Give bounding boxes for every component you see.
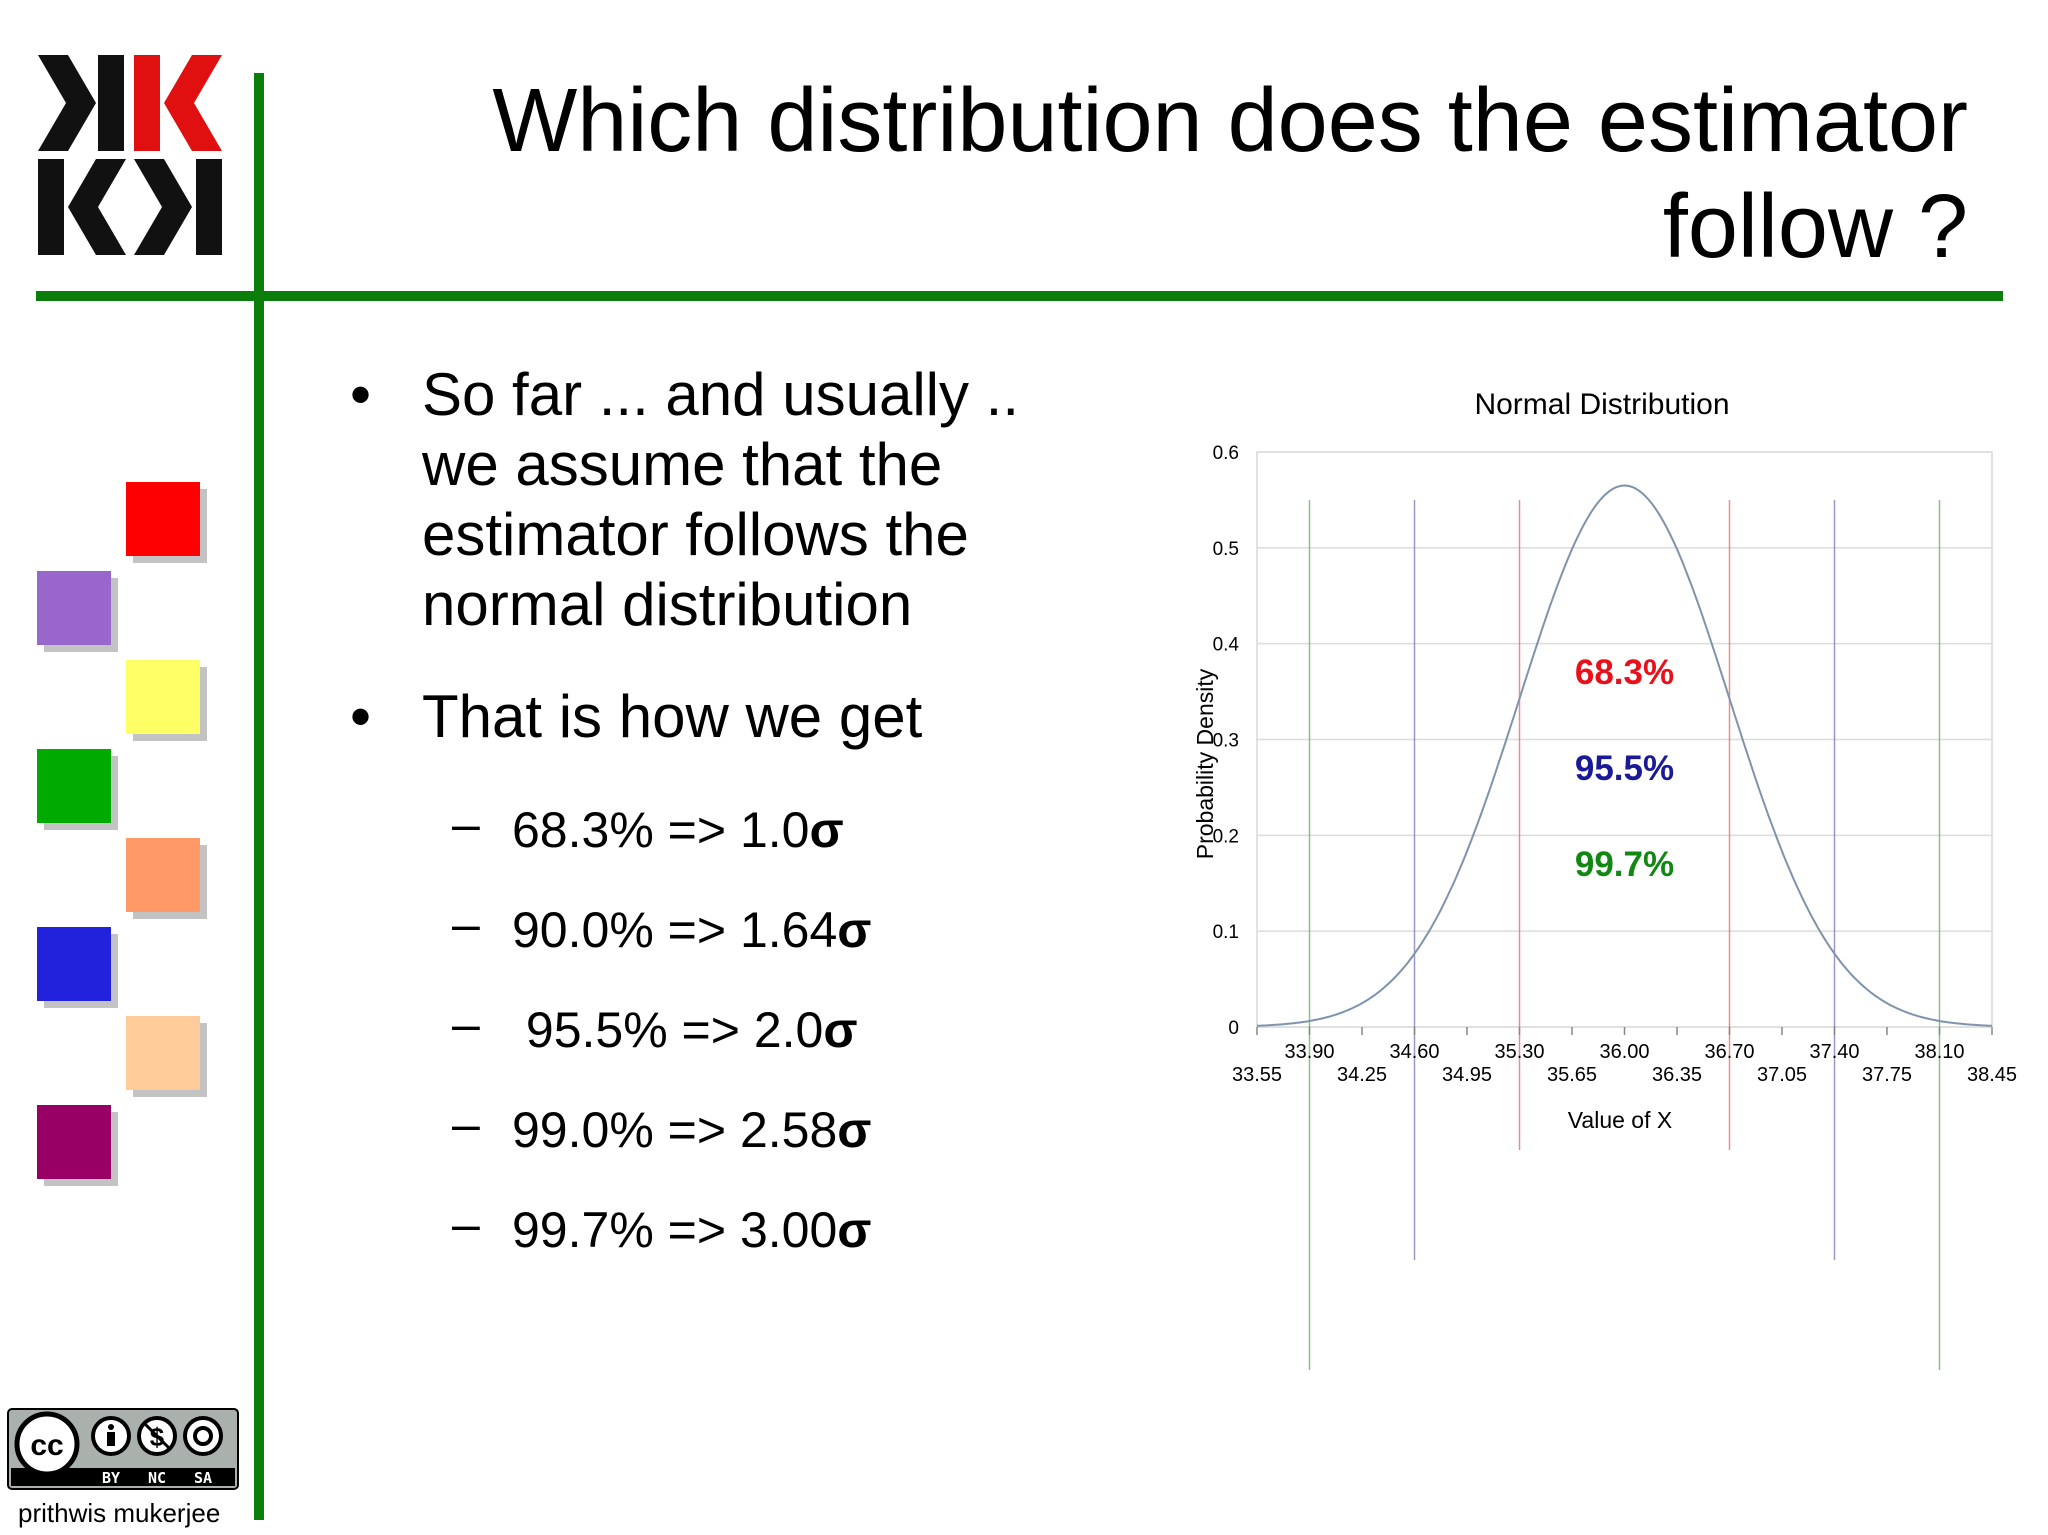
- x-tick-label: 34.60: [1389, 1041, 1439, 1063]
- sub-bullet-item: –99.0% => 2.58σ: [452, 1095, 872, 1195]
- x-tick-label: 38.10: [1914, 1041, 1964, 1063]
- x-tick-label: 38.45: [1967, 1064, 2017, 1086]
- normal-distribution-chart: Normal Distribution 00.10.20.30.40.50.6 …: [1192, 388, 2017, 1370]
- dash-glyph: –: [452, 896, 480, 952]
- chart-title: Normal Distribution: [1474, 388, 1729, 421]
- x-tick-label: 37.05: [1757, 1064, 1807, 1086]
- annotation-label: 68.3%: [1575, 653, 1674, 692]
- x-tick-label: 34.25: [1337, 1064, 1387, 1086]
- sub-bullet-text: 90.0% => 1.64: [512, 902, 838, 958]
- chart-annotations: 68.3% 95.5% 99.7%: [1575, 653, 1674, 884]
- y-tick-label: 0.1: [1213, 922, 1239, 943]
- bullet-text: So far ... and usually .. we assume that…: [422, 361, 1019, 638]
- bullet-text: That is how we get: [422, 683, 923, 750]
- x-tick-label: 36.70: [1704, 1041, 1754, 1063]
- y-tick-label: 0.2: [1213, 826, 1239, 847]
- sub-bullet-item: –68.3% => 1.0σ: [452, 795, 872, 895]
- sigma-lines: [1308, 500, 1941, 1370]
- sub-bullet-list: –68.3% => 1.0σ –90.0% => 1.64σ – 95.5% =…: [452, 795, 872, 1295]
- x-tick-label: 35.30: [1494, 1041, 1544, 1063]
- slide-title: Which distribution does the estimator fo…: [492, 71, 1968, 277]
- author-name: prithwis mukerjee: [18, 1498, 221, 1528]
- badge-label-by: BY: [102, 1469, 120, 1487]
- vertical-divider: [254, 73, 264, 1520]
- sigma-symbol: σ: [837, 1202, 872, 1258]
- decor-square-peach: [126, 1016, 200, 1090]
- dash-glyph: –: [452, 796, 480, 852]
- y-tick-label: 0.5: [1213, 539, 1239, 560]
- sub-bullet-text: 99.7% => 3.00: [512, 1202, 838, 1258]
- decor-square-blue: [37, 927, 111, 1001]
- badge-label-sa: SA: [194, 1469, 212, 1487]
- y-axis-label: Probability Density: [1192, 668, 1218, 859]
- x-axis-ticks: 33.90 34.60 35.30 36.00 36.70 37.40 38.10 33.55…: [1232, 1027, 2017, 1086]
- x-axis-label: Value of X: [1568, 1107, 1672, 1133]
- sub-bullet-text: 95.5% => 2.0: [512, 1002, 824, 1058]
- x-tick-label: 37.75: [1862, 1064, 1912, 1086]
- y-axis-ticks: 0 0.1 0.2 0.3 0.4 0.5 0.6: [1213, 443, 1240, 1039]
- annotation-label: 99.7%: [1575, 845, 1674, 884]
- sub-bullet-text: 99.0% => 2.58: [512, 1102, 838, 1158]
- badge-label-nc: NC: [148, 1469, 166, 1487]
- y-tick-label: 0.3: [1213, 731, 1239, 752]
- dash-glyph: –: [452, 1196, 480, 1252]
- x-tick-label: 33.55: [1232, 1064, 1282, 1086]
- annotation-label: 95.5%: [1575, 749, 1674, 788]
- decor-square-green: [37, 749, 111, 823]
- y-tick-label: 0.6: [1213, 443, 1239, 464]
- chart-grid: [1256, 451, 1993, 1028]
- sub-bullet-item: –99.7% => 3.00σ: [452, 1195, 872, 1295]
- sigma-symbol: σ: [837, 1102, 872, 1158]
- bullet-list: • So far ... and usually .. we assume th…: [350, 360, 1110, 794]
- bullet-item: • So far ... and usually .. we assume th…: [350, 360, 1110, 640]
- horizontal-divider: [36, 291, 2003, 301]
- bullet-glyph: •: [350, 683, 372, 750]
- decor-square-yellow: [126, 660, 200, 734]
- svg-text:cc: cc: [30, 1429, 63, 1462]
- decor-square-purple: [37, 571, 111, 645]
- series-line: [1256, 484, 1993, 1027]
- dash-glyph: –: [452, 996, 480, 1052]
- x-tick-label: 34.95: [1442, 1064, 1492, 1086]
- sigma-symbol: σ: [823, 1002, 858, 1058]
- x-tick-label: 36.35: [1652, 1064, 1702, 1086]
- x-tick-label: 33.90: [1284, 1041, 1334, 1063]
- sub-bullet-item: – 95.5% => 2.0σ: [452, 995, 872, 1095]
- dash-glyph: –: [452, 1096, 480, 1152]
- y-tick-label: 0: [1228, 1018, 1239, 1039]
- decor-square-maroon: [37, 1105, 111, 1179]
- sigma-symbol: σ: [809, 802, 844, 858]
- decor-square-orange: [126, 838, 200, 912]
- x-tick-label: 36.00: [1599, 1041, 1649, 1063]
- kk-logo: [38, 55, 222, 255]
- bullet-item: • That is how we get: [350, 682, 1110, 752]
- sharealike-icon: [183, 1416, 223, 1456]
- cc-license-badge: cc $ BY NC SA: [7, 1408, 239, 1490]
- bullet-glyph: •: [350, 361, 372, 428]
- x-tick-label: 37.40: [1809, 1041, 1859, 1063]
- sub-bullet-item: –90.0% => 1.64σ: [452, 895, 872, 995]
- y-tick-label: 0.4: [1213, 635, 1240, 656]
- x-tick-label: 35.65: [1547, 1064, 1597, 1086]
- sub-bullet-text: 68.3% => 1.0: [512, 802, 810, 858]
- sigma-symbol: σ: [837, 902, 872, 958]
- decor-square-red: [126, 482, 200, 556]
